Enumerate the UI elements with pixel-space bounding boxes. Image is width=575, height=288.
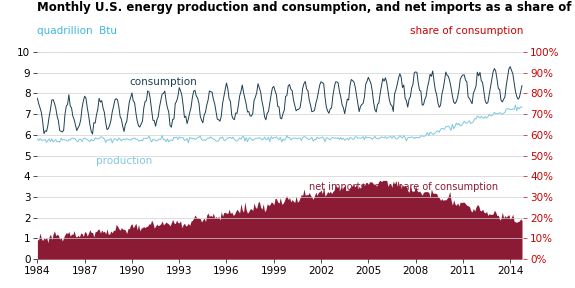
Text: net imports as a share of consumption: net imports as a share of consumption bbox=[309, 183, 499, 192]
Text: consumption: consumption bbox=[130, 77, 197, 87]
Text: production: production bbox=[95, 156, 152, 166]
Text: Monthly U.S. energy production and consumption, and net imports as a share of co: Monthly U.S. energy production and consu… bbox=[37, 1, 575, 14]
Text: quadrillion  Btu: quadrillion Btu bbox=[37, 26, 117, 36]
Text: share of consumption: share of consumption bbox=[410, 26, 523, 36]
